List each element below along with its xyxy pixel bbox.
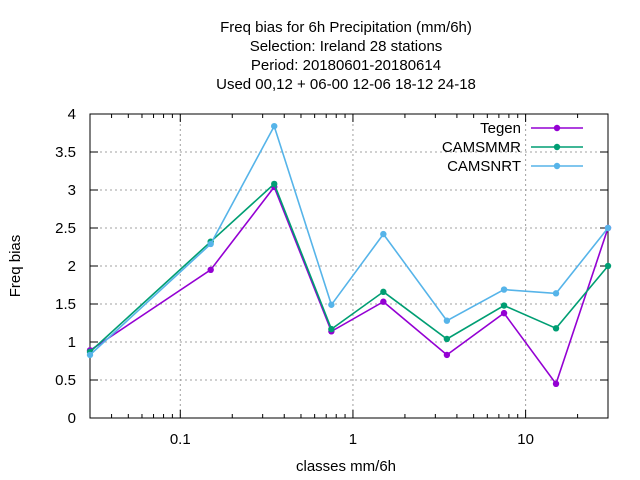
y-axis-label: Freq bias [7,235,24,298]
data-point [328,325,335,333]
data-point [443,351,451,359]
x-tick-label: 10 [517,431,534,448]
title-line-3: Period: 20180601-20180614 [251,57,441,74]
y-tick-label: 1 [68,334,76,351]
legend-label: Tegen [480,120,521,137]
legend-label: CAMSNRT [447,158,521,175]
data-point [380,230,387,238]
data-point [380,288,387,296]
y-tick-label: 3 [68,182,76,199]
series-line [89,182,609,353]
data-point [271,180,278,188]
y-tick-label: 0.5 [55,372,76,389]
series-camsnrt [86,122,612,359]
data-point [328,301,335,308]
legend-marker [553,143,561,151]
legend: Tegen CAMSMMR CAMSNRT [442,120,583,175]
x-tick-labels: 0.1 1 10 [170,431,534,448]
legend-marker [553,162,561,170]
data-point [552,380,560,387]
data-point [500,286,508,293]
series-lines [86,122,612,387]
data-point [207,266,214,273]
series-camsmmr [86,180,612,356]
legend-entry-camsmmr: CAMSMMR [442,139,583,156]
data-point [552,290,560,297]
data-point [380,298,387,305]
data-point [500,309,508,317]
title-line-4: Used 00,12 + 06-00 12-06 18-12 24-18 [216,76,476,93]
data-point [604,262,612,270]
title-line-1: Freq bias for 6h Precipitation (mm/6h) [220,19,472,36]
data-point [271,122,278,130]
legend-label: CAMSMMR [442,139,521,156]
y-tick-label: 0 [68,410,76,427]
data-point [552,325,560,332]
x-axis-label: classes mm/6h [296,458,396,475]
legend-entry-tegen: Tegen [480,120,583,137]
y-tick-label: 2.5 [55,220,76,237]
chart-title: Freq bias for 6h Precipitation (mm/6h) S… [216,19,476,93]
data-point [500,302,508,309]
series-line [89,185,609,386]
data-point [443,335,451,343]
data-point [604,224,612,232]
data-point [443,317,451,324]
title-line-2: Selection: Ireland 28 stations [250,38,443,55]
legend-entry-camsnrt: CAMSNRT [447,158,583,175]
data-point [207,240,214,248]
data-point [86,351,94,359]
y-tick-label: 3.5 [55,144,76,161]
y-tick-label: 1.5 [55,296,76,313]
y-tick-labels: 0 0.5 1 1.5 2 2.5 3 3.5 4 [55,106,76,427]
legend-marker [553,124,561,132]
grid [90,114,608,418]
y-tick-label: 2 [68,258,76,275]
x-tick-label: 1 [349,431,357,448]
y-tick-label: 4 [68,106,76,123]
x-tick-label: 0.1 [170,431,191,448]
